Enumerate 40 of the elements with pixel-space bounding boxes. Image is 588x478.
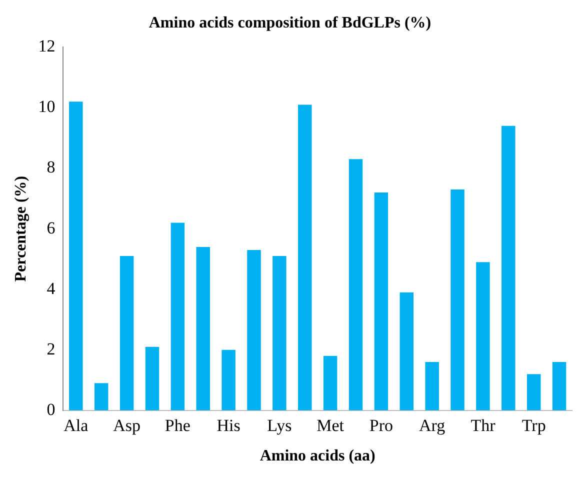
x-tick-label: Thr: [470, 416, 496, 436]
bar: [450, 189, 464, 410]
bar: [298, 104, 312, 410]
bar: [145, 346, 160, 410]
x-tick-label: Asp: [113, 416, 141, 436]
bar: [94, 383, 108, 410]
y-tick-label: 12: [38, 36, 56, 56]
x-tick-label: Lys: [267, 416, 292, 436]
bar: [120, 256, 134, 410]
y-tick-label: 8: [46, 158, 56, 177]
y-tick-label: 6: [46, 218, 56, 238]
bar: [323, 356, 338, 410]
x-tick-label: Arg: [419, 416, 446, 436]
x-tick-label: Trp: [522, 416, 546, 436]
bar: [348, 159, 363, 410]
x-tick-label: His: [216, 416, 240, 436]
bar: [476, 262, 490, 410]
bar: [196, 246, 210, 410]
bar: [400, 292, 414, 410]
chart-title: Amino acids composition of BdGLPs (%): [148, 14, 432, 32]
bar: [247, 250, 261, 410]
y-tick-label: 10: [38, 97, 56, 116]
y-tick-label: 2: [46, 339, 56, 358]
bar: [552, 362, 566, 410]
bar: [526, 374, 541, 410]
bar: [425, 362, 439, 410]
x-tick-label: Phe: [164, 416, 190, 436]
y-tick-label: 4: [46, 278, 56, 298]
y-axis-title: Percentage (%): [12, 176, 30, 282]
bar: [272, 256, 286, 410]
x-tick-label: Pro: [369, 416, 394, 436]
bar: [170, 222, 185, 410]
x-tick-label: Ala: [64, 416, 89, 436]
x-axis-title: Amino acids (aa): [260, 448, 376, 465]
bar: [69, 102, 83, 410]
bar: [502, 126, 516, 410]
bar: [374, 192, 388, 410]
bar: [222, 350, 236, 410]
x-tick-label: Met: [316, 416, 344, 436]
y-tick-label: 0: [46, 400, 56, 419]
